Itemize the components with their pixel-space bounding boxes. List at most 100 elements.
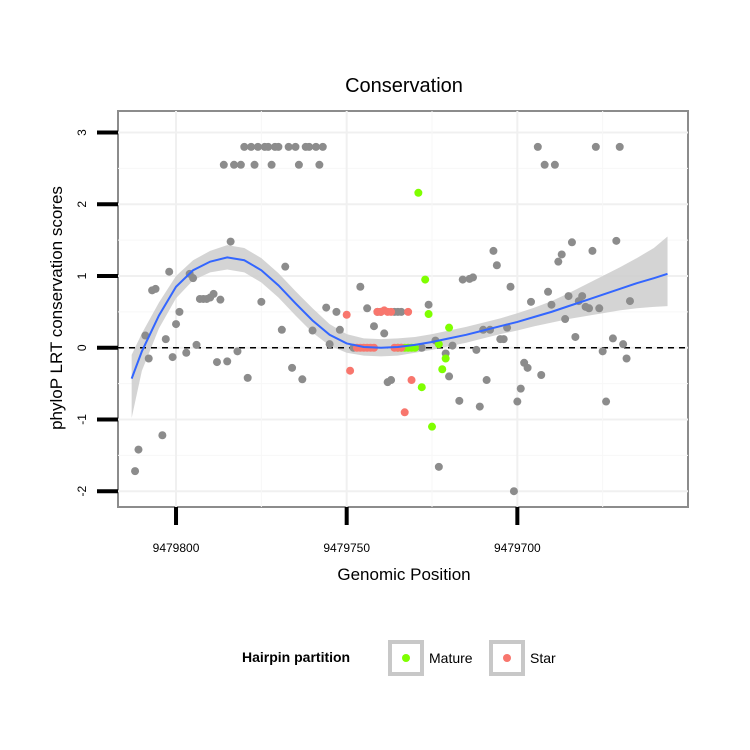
point-other — [161, 335, 170, 344]
point-other — [356, 282, 365, 291]
point-other — [619, 340, 628, 349]
legend-label-mature: Mature — [429, 650, 473, 666]
point-other — [455, 396, 464, 405]
y-tick-label--2: -2 — [75, 486, 89, 497]
point-other — [131, 467, 140, 476]
x-tick-label-9479800: 9479800 — [153, 541, 200, 555]
point-other — [571, 332, 580, 341]
point-other — [434, 462, 443, 471]
point-other — [567, 238, 576, 247]
point-other — [168, 353, 177, 362]
point-star — [346, 366, 355, 375]
point-other — [369, 322, 378, 331]
point-other — [564, 292, 573, 301]
point-other — [189, 274, 198, 283]
point-other — [192, 340, 201, 349]
legend-key-mature — [402, 654, 410, 662]
point-other — [554, 257, 563, 266]
point-other — [151, 284, 160, 293]
point-mature — [417, 383, 426, 392]
point-other — [499, 335, 508, 344]
point-other — [516, 384, 525, 393]
point-other — [281, 262, 290, 271]
point-other — [175, 307, 184, 316]
confidence-band — [131, 236, 668, 419]
point-other — [523, 363, 532, 372]
point-other — [274, 142, 283, 151]
point-other — [264, 142, 273, 151]
point-other — [561, 315, 570, 324]
point-star — [387, 307, 396, 316]
point-other — [172, 320, 181, 329]
point-other — [397, 307, 406, 316]
point-other — [472, 345, 481, 354]
point-other — [311, 142, 320, 151]
point-other — [315, 160, 324, 169]
point-other — [591, 142, 600, 151]
point-other — [335, 325, 344, 334]
point-other — [468, 273, 477, 282]
point-other — [588, 246, 597, 255]
point-other — [622, 354, 631, 363]
x-tick-label-9479700: 9479700 — [494, 541, 541, 555]
point-other — [243, 373, 252, 382]
point-other — [458, 275, 467, 284]
point-other — [141, 331, 150, 340]
point-other — [165, 267, 174, 276]
point-other — [489, 246, 498, 255]
point-other — [595, 304, 604, 313]
confidence-band-layer — [131, 236, 668, 419]
point-other — [482, 376, 491, 385]
point-other — [537, 371, 546, 379]
point-other — [448, 341, 457, 350]
point-other — [533, 142, 542, 151]
point-star — [400, 408, 409, 417]
point-other — [585, 304, 594, 313]
point-other — [506, 282, 515, 291]
point-other — [445, 372, 454, 381]
point-other — [509, 487, 518, 496]
x-axis: 9479800 9479750 9479700 — [153, 507, 541, 555]
point-other — [318, 142, 327, 151]
point-other — [158, 431, 167, 440]
point-other — [267, 160, 276, 169]
point-other — [322, 303, 331, 312]
point-other — [598, 347, 607, 356]
point-other — [332, 307, 341, 316]
point-other — [240, 142, 249, 151]
point-other — [615, 142, 624, 151]
point-other — [209, 289, 218, 298]
point-mature — [445, 323, 454, 332]
point-other — [216, 295, 225, 304]
y-tick-label-3: 3 — [75, 129, 89, 136]
point-mature — [428, 422, 437, 431]
point-other — [492, 261, 501, 270]
point-other — [475, 402, 484, 411]
point-other — [578, 292, 587, 301]
point-other — [250, 160, 259, 169]
point-other — [182, 348, 191, 357]
smooth-curve-layer — [130, 256, 668, 379]
point-mature — [441, 354, 450, 363]
y-tick-label-1: 1 — [75, 272, 89, 279]
legend-label-star: Star — [530, 650, 556, 666]
point-other — [417, 343, 426, 352]
y-axis: -2 -1 0 1 2 3 — [75, 129, 118, 497]
point-mature — [424, 310, 433, 319]
y-tick-label-0: 0 — [75, 344, 89, 351]
smooth-curve — [130, 256, 668, 379]
x-tick-label-9479750: 9479750 — [323, 541, 370, 555]
point-other — [288, 363, 297, 372]
point-star — [404, 307, 413, 316]
point-other — [284, 142, 293, 151]
point-other — [305, 142, 314, 151]
point-other — [212, 358, 221, 367]
legend: Hairpin partition Mature Star — [242, 640, 556, 676]
y-tick-label-2: 2 — [75, 201, 89, 208]
point-other — [291, 142, 300, 151]
point-other — [277, 325, 286, 334]
point-other — [144, 354, 153, 363]
point-other — [547, 300, 556, 309]
point-other — [557, 250, 566, 259]
